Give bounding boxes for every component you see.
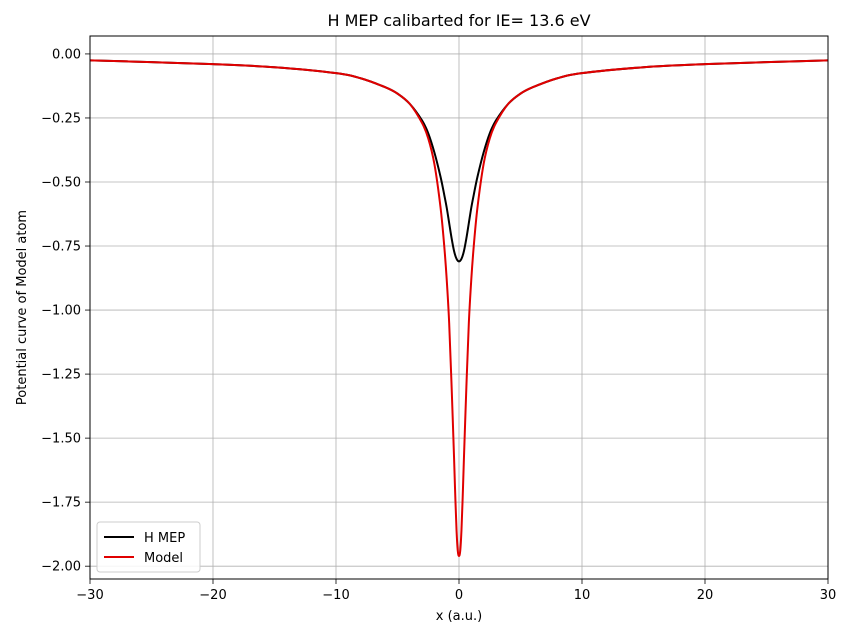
- x-tick-label: 10: [574, 588, 591, 603]
- x-tick-label: 30: [820, 588, 837, 603]
- y-tick-label: −1.00: [41, 304, 81, 319]
- y-tick-label: 0.00: [52, 47, 81, 62]
- legend-label-model: Model: [144, 551, 183, 566]
- y-tick-label: −1.50: [41, 432, 81, 447]
- series-layer: [89, 59, 829, 557]
- y-tick-label: −0.50: [41, 175, 81, 190]
- x-tick-label: −20: [199, 588, 226, 603]
- x-tick-label: 0: [455, 588, 463, 603]
- x-tick-label: −30: [76, 588, 103, 603]
- legend-box: [96, 521, 201, 573]
- tick-layer: −30 −20 −10 0 10 20 30 0.00 −0.25 −0.50 −0.75 −1.00…: [41, 47, 836, 603]
- series-line-model: [89, 59, 829, 557]
- y-tick-label: −0.25: [41, 111, 81, 126]
- y-tick-label: −2.00: [41, 560, 81, 575]
- x-tick-label: −10: [322, 588, 349, 603]
- legend-label-h-mep: H MEP: [144, 531, 185, 546]
- y-tick-label: −1.25: [41, 368, 81, 383]
- chart-title: H MEP calibarted for IE= 13.6 eV: [327, 11, 590, 30]
- x-tick-label: 20: [697, 588, 714, 603]
- x-axis-title: x (a.u.): [436, 609, 482, 624]
- y-axis-title: Potential curve of Model atom: [15, 210, 30, 405]
- y-tick-label: −0.75: [41, 240, 81, 255]
- legend: H MEP Model: [96, 521, 201, 573]
- grid-layer: [89, 36, 829, 579]
- y-tick-label: −1.75: [41, 496, 81, 511]
